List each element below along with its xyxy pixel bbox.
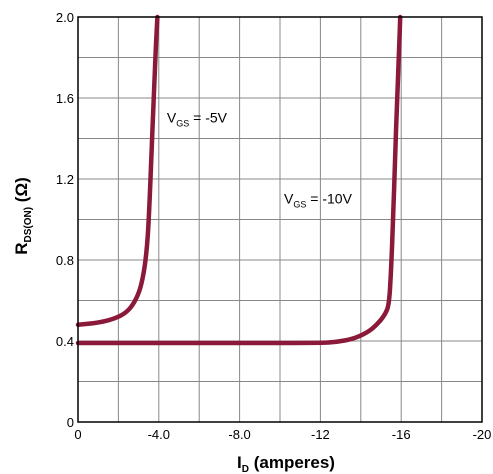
x-tick-label: -12 [311, 427, 330, 442]
x-tick-label: -16 [392, 427, 411, 442]
series-label-sub: GS [293, 199, 306, 209]
x-tick-labels: 0 -4.0 -8.0 -12 -16 -20 [74, 427, 491, 442]
plot-frame [77, 16, 483, 423]
x-axis-title-sub: D [242, 464, 249, 474]
series-group [75, 14, 403, 346]
x-tick-label: -8.0 [228, 427, 250, 442]
series-label-1: VGS = -5V [167, 109, 228, 128]
x-axis-title: ID (amperes) [237, 453, 335, 474]
series-label-main: V [284, 190, 294, 206]
y-tick-label: 0 [67, 415, 74, 430]
x-tick-label: 0 [74, 427, 81, 442]
grid [78, 17, 482, 422]
series-label-sub: GS [176, 118, 189, 128]
y-tick-labels: 0 0.4 0.8 1.2 1.6 2.0 [56, 10, 74, 430]
x-tick-label: -4.0 [148, 427, 170, 442]
series-label-2: VGS = -10V [284, 190, 353, 209]
y-tick-label: 1.2 [56, 172, 74, 187]
series-label-main: V [167, 109, 177, 125]
y-axis-title-sub: DS(ON) [23, 207, 34, 243]
x-axis-title-main: I [237, 453, 242, 472]
x-axis-title-suffix: (amperes) [249, 453, 335, 472]
series-label-suffix: = -5V [189, 109, 227, 125]
y-axis-title-suffix: (Ω) [12, 177, 31, 207]
x-tick-label: -20 [473, 427, 492, 442]
y-axis-title: RDS(ON) (Ω) [12, 177, 34, 255]
y-tick-label: 0.8 [56, 253, 74, 268]
y-tick-label: 2.0 [56, 10, 74, 25]
series-line-1 [75, 14, 160, 328]
y-axis-title-main: R [12, 242, 31, 254]
y-tick-label: 1.6 [56, 91, 74, 106]
y-tick-label: 0.4 [56, 334, 74, 349]
series-label-suffix: = -10V [306, 190, 352, 206]
series-line-2 [75, 14, 403, 346]
